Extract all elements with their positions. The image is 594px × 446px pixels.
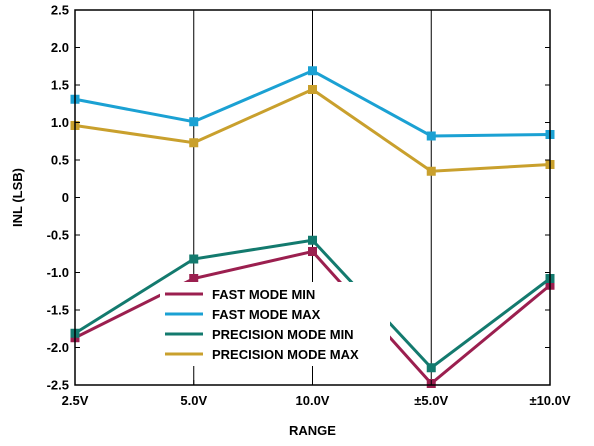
- x-tick-label: ±10.0V: [529, 393, 570, 408]
- legend-background: [160, 282, 390, 366]
- y-tick-label: -2.0: [47, 340, 69, 355]
- y-tick-label: -1.5: [47, 303, 69, 318]
- y-axis-ticks: 2.5 2.0 1.5 1.0 0.5 0 -0.5 -1.0 -1.5 -2.0 -2.5: [47, 3, 550, 393]
- y-tick-label: -2.5: [47, 378, 69, 393]
- legend: FAST MODE MIN FAST MODE MAX PRECISION MODE…: [160, 282, 390, 366]
- legend-label: FAST MODE MAX: [212, 307, 321, 322]
- y-tick-label: 0: [62, 190, 69, 205]
- y-tick-label: 1.5: [51, 78, 69, 93]
- data-point: [426, 363, 436, 373]
- y-axis-title: INL (LSB): [10, 168, 25, 227]
- data-point: [308, 235, 317, 245]
- y-tick-label: 2.5: [51, 3, 69, 18]
- data-point: [308, 85, 317, 94]
- y-tick-label: -0.5: [47, 228, 69, 243]
- x-tick-label: 5.0V: [180, 393, 207, 408]
- y-tick-label: 0.5: [51, 153, 69, 168]
- y-tick-label: -1.0: [47, 265, 69, 280]
- legend-label: PRECISION MODE MIN: [212, 327, 354, 342]
- y-tick-label: 1.0: [51, 115, 69, 130]
- data-point: [426, 166, 436, 176]
- data-point: [426, 131, 436, 141]
- x-tick-label: 10.0V: [296, 393, 330, 408]
- x-axis-ticks: 2.5V 5.0V 10.0V ±5.0V ±10.0V: [62, 380, 571, 408]
- data-point: [308, 247, 317, 256]
- data-point: [189, 138, 199, 148]
- data-point: [189, 254, 199, 264]
- x-tick-label: ±5.0V: [414, 393, 448, 408]
- data-point: [308, 66, 317, 76]
- x-axis-title: RANGE: [289, 423, 336, 438]
- data-point: [189, 274, 199, 283]
- data-point: [189, 117, 199, 127]
- x-tick-label: 2.5V: [62, 393, 89, 408]
- y-tick-label: 2.0: [51, 40, 69, 55]
- legend-label: PRECISION MODE MAX: [212, 347, 359, 362]
- legend-label: FAST MODE MIN: [212, 287, 315, 302]
